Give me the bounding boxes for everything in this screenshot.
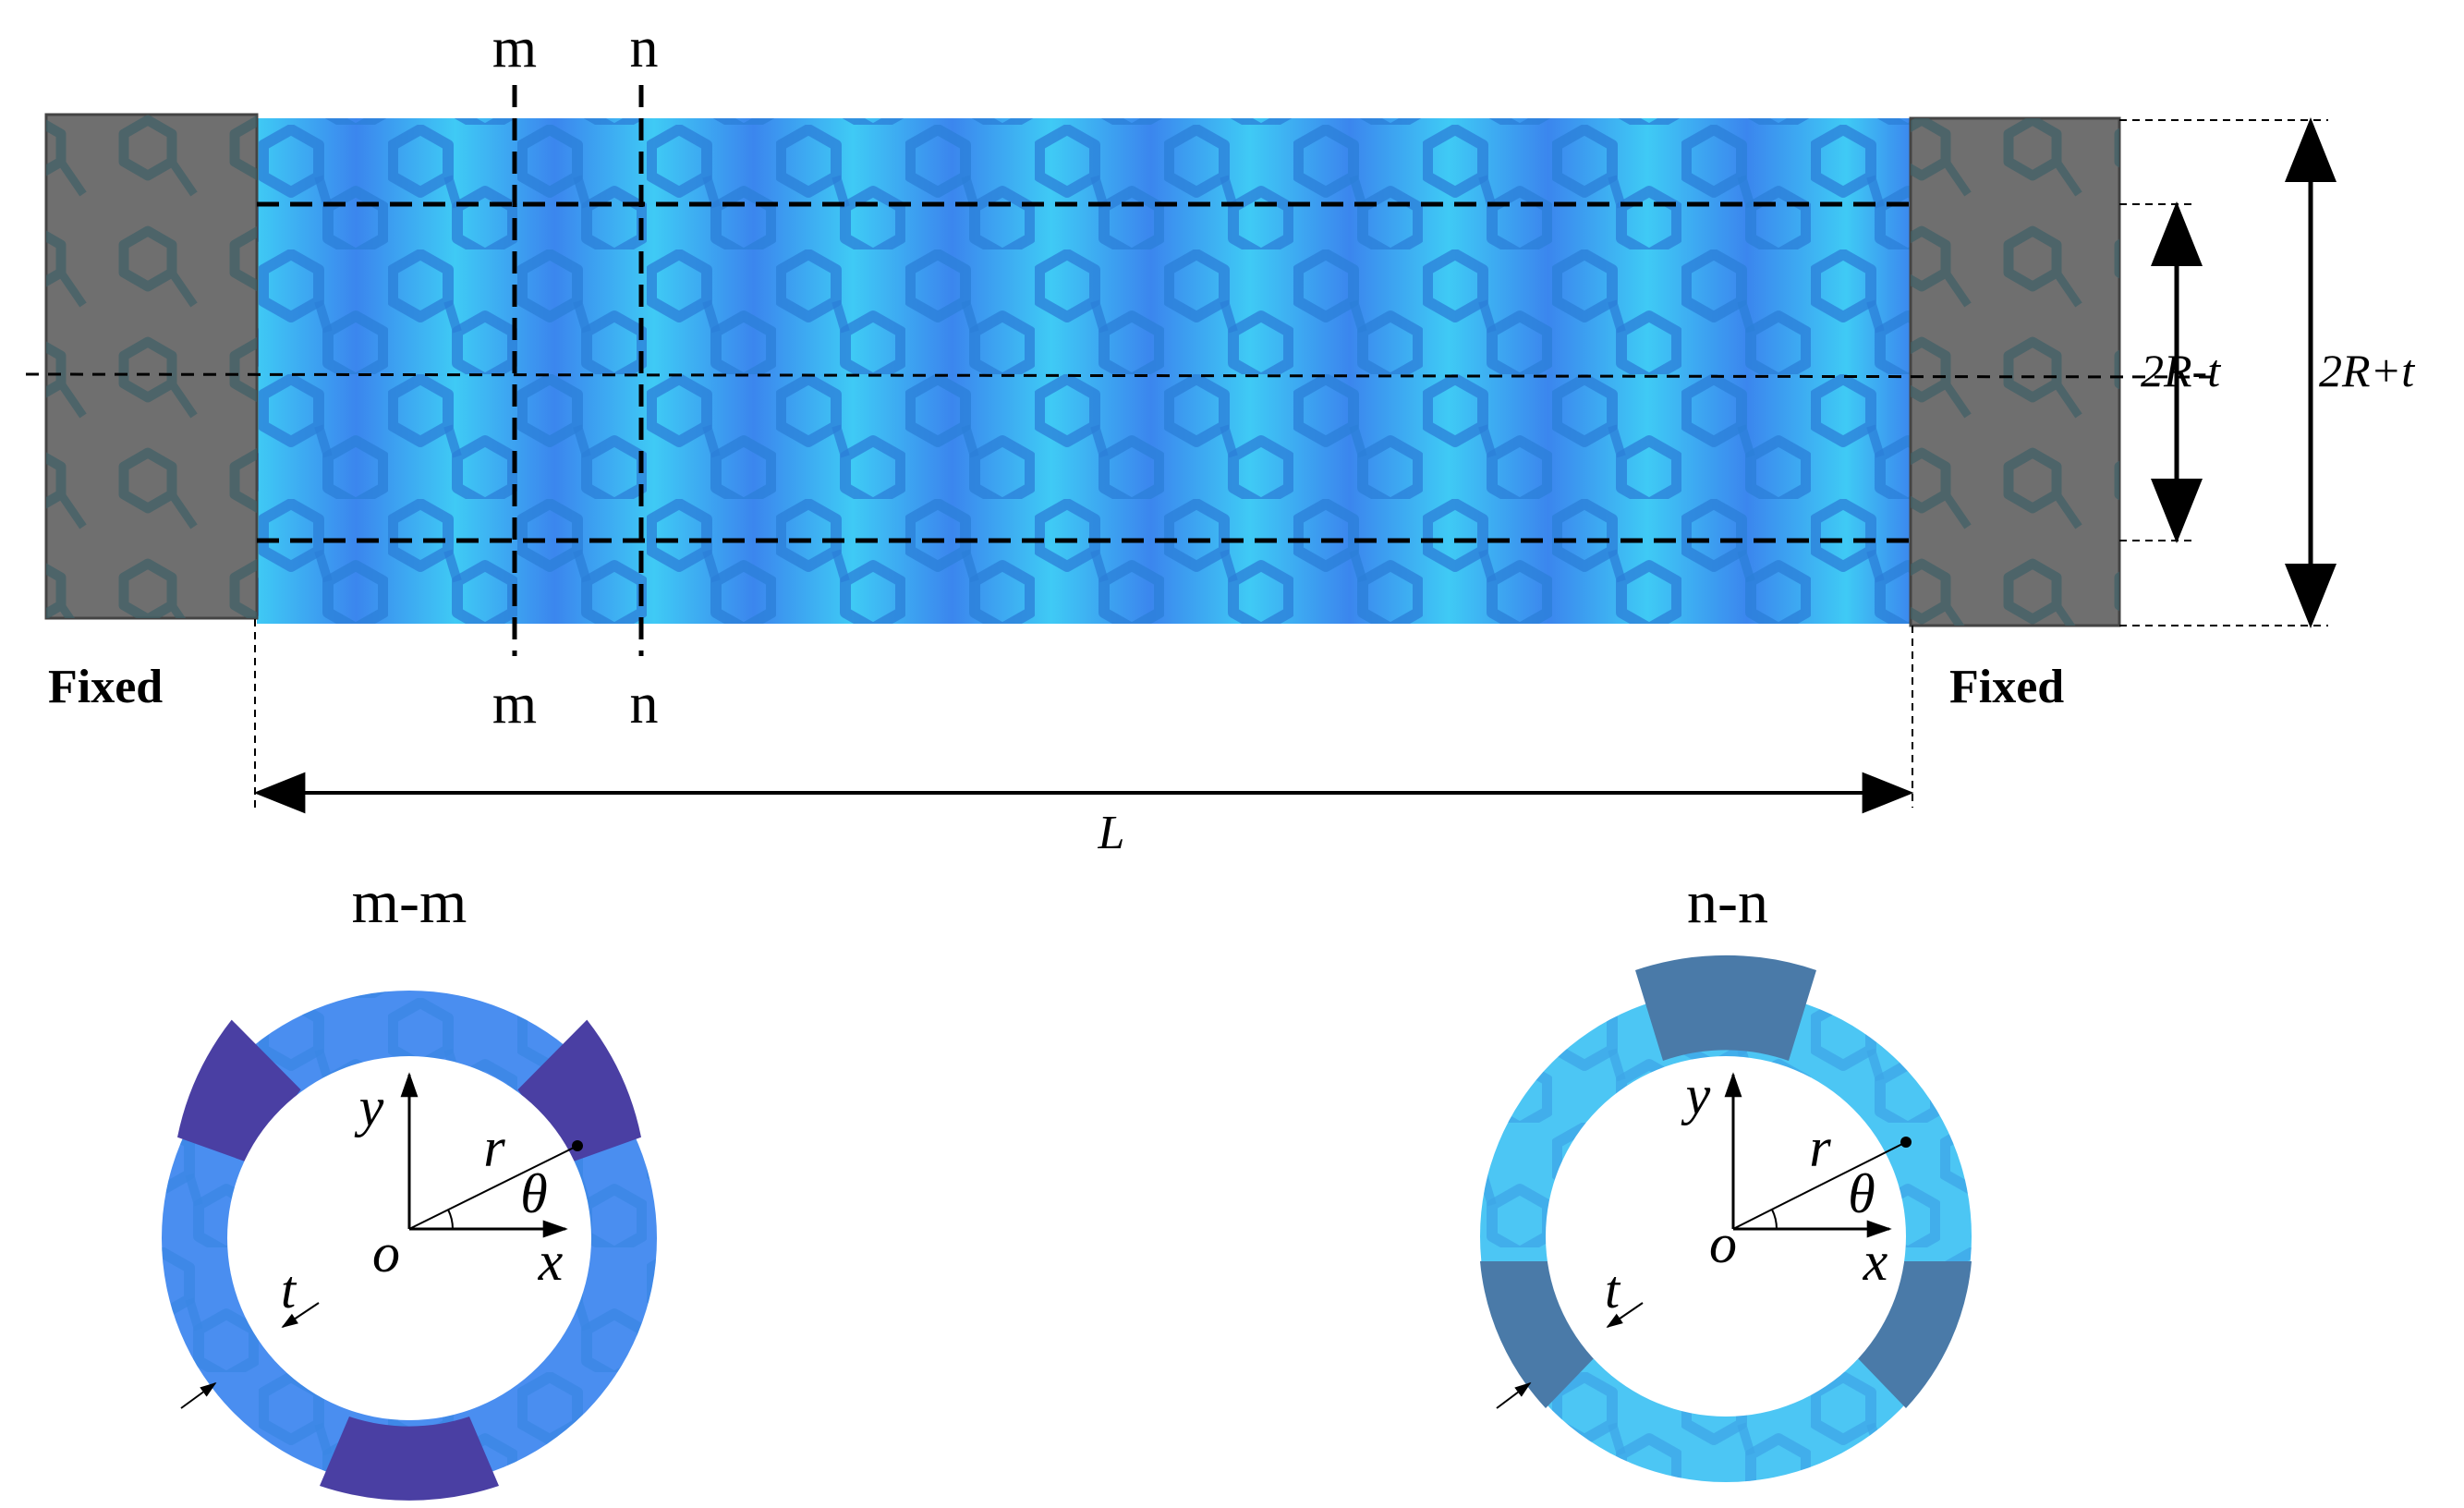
- patch-n-lower-left: [1480, 1261, 1597, 1408]
- tube-side-view: m n m n Fixed Fixed L 2R-t 2R+t: [25, 17, 2415, 859]
- angle-n-arc: [1771, 1209, 1778, 1230]
- radius-m-point: [572, 1140, 583, 1151]
- left-fixed-atoms: [46, 115, 257, 618]
- cross-section-n: n-n y x o r θ t: [1480, 869, 1972, 1482]
- origin-n-label: o: [1709, 1213, 1737, 1274]
- thickness-m-label: t: [281, 1259, 297, 1320]
- section-n-top-label: n: [630, 17, 659, 79]
- thickness-n-arrow-outer: [1496, 1381, 1532, 1409]
- section-n-bottom-label: n: [630, 673, 659, 736]
- ring-n-inner-hole: [1546, 1056, 1906, 1417]
- axis-m-x-label: x: [538, 1231, 564, 1292]
- radius-n-label: r: [1809, 1117, 1831, 1178]
- patch-m-bottom: [320, 1417, 499, 1501]
- inner-diameter-label: 2R-t: [2141, 345, 2221, 396]
- tube-axis-line: [25, 372, 2218, 379]
- radius-m-label: r: [483, 1117, 505, 1178]
- patch-n-top: [1635, 955, 1816, 1061]
- radius-n: [1732, 1141, 1907, 1230]
- thickness-n-label: t: [1605, 1259, 1621, 1320]
- thickness-m-arrow-inner: [281, 1302, 320, 1328]
- section-m-title: m-m: [352, 869, 467, 936]
- fixed-label-right: Fixed: [1949, 661, 2064, 713]
- theta-n-label: θ: [1848, 1163, 1875, 1224]
- axis-n-x-label: x: [1863, 1231, 1888, 1292]
- radius-m: [408, 1145, 578, 1230]
- fixed-label-left: Fixed: [48, 661, 163, 713]
- right-fixed-atoms: [1911, 118, 2119, 626]
- axis-n-y-label: y: [1681, 1064, 1711, 1125]
- cross-section-m: m-m y x o r θ t: [162, 869, 657, 1501]
- patch-n-lower-right: [1854, 1261, 1972, 1408]
- length-label: L: [1098, 807, 1125, 859]
- theta-m-label: θ: [520, 1163, 547, 1224]
- thickness-n-arrow-inner: [1606, 1302, 1644, 1329]
- ring-m-inner-hole: [227, 1056, 591, 1420]
- axis-m-y-label: y: [354, 1076, 384, 1137]
- angle-m-arc: [447, 1209, 454, 1230]
- section-m-top-label: m: [492, 17, 537, 79]
- section-m-bottom-label: m: [492, 673, 537, 736]
- origin-m-label: o: [372, 1222, 400, 1283]
- thickness-m-arrow-outer: [180, 1381, 217, 1409]
- section-n-title: n-n: [1687, 869, 1768, 936]
- tube-atom-pattern: [257, 118, 1912, 624]
- outer-diameter-label: 2R+t: [2319, 345, 2415, 396]
- radius-n-point: [1900, 1137, 1912, 1148]
